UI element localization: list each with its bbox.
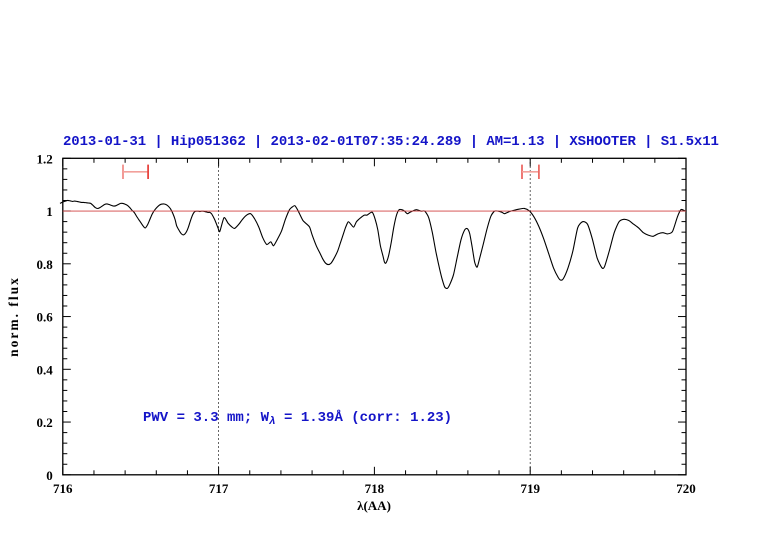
svg-text:1.2: 1.2 <box>37 151 53 166</box>
svg-text:0.2: 0.2 <box>37 415 53 430</box>
svg-text:718: 718 <box>365 481 385 496</box>
svg-text:719: 719 <box>520 481 540 496</box>
svg-text:norm. flux: norm. flux <box>6 276 21 357</box>
svg-text:0.6: 0.6 <box>37 310 54 325</box>
svg-text:716: 716 <box>53 481 73 496</box>
svg-text:1: 1 <box>46 204 53 219</box>
svg-text:λ(AA): λ(AA) <box>357 498 391 513</box>
svg-text:720: 720 <box>676 481 696 496</box>
svg-text:0.4: 0.4 <box>37 362 54 377</box>
svg-text:0: 0 <box>46 468 53 483</box>
svg-text:717: 717 <box>209 481 229 496</box>
svg-text:0.8: 0.8 <box>37 257 54 272</box>
